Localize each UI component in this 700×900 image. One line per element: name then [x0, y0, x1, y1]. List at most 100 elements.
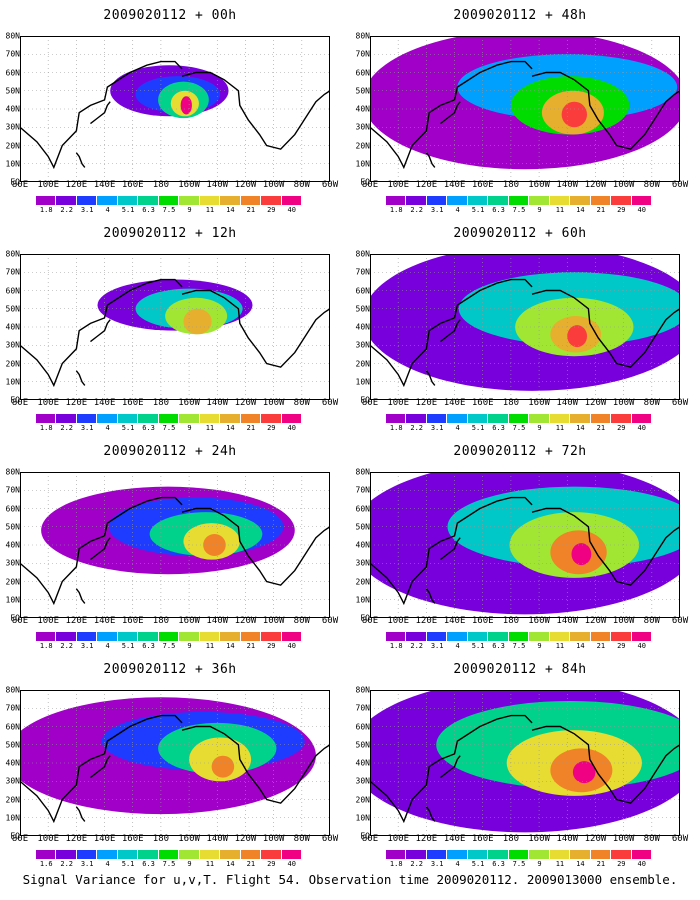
lon-tick-label: 140W: [206, 616, 229, 626]
lon-tick-label: 100W: [262, 834, 285, 844]
coastline: [181, 507, 330, 586]
longitude-axis: 80E 100E 120E 140E 160E 180 160W 140W 120W 100W 80…: [362, 398, 694, 410]
lat-tick-label: 50N: [5, 86, 20, 96]
legend-swatch: [138, 414, 159, 423]
figure-caption: Signal Variance for u,v,T. Flight 54. Ob…: [22, 872, 678, 887]
legend-swatch: [158, 632, 180, 641]
legend-level-label: 7.5: [162, 424, 176, 432]
lon-tick-label: 140W: [556, 180, 579, 190]
lon-tick-label: 180: [502, 398, 520, 408]
legend-swatch: [138, 196, 159, 205]
legend-swatch: [549, 196, 571, 205]
longitude-axis: 80E 100E 120E 140E 160E 180 160W 140W 120W 100W 80…: [362, 616, 694, 628]
legend-swatch: [281, 196, 303, 205]
legend-level-label: 7.5: [162, 206, 176, 214]
coastline: [75, 806, 86, 822]
legend-level-label: 14: [226, 206, 235, 214]
latitude-axis: EQ 10N 20N 30N 40N 50N 60N 70N 80N: [350, 249, 372, 405]
legend-level-label: 4: [105, 860, 110, 868]
lat-tick-label: EQ: [10, 177, 20, 187]
variance-contour: [180, 96, 192, 115]
lat-tick-label: 30N: [355, 558, 370, 568]
lon-tick-label: 60W: [671, 834, 689, 844]
legend-level-label: 40: [287, 642, 296, 650]
longitude-axis: 80E 100E 120E 140E 160E 180 160W 140W 120W 100W 80…: [12, 834, 344, 846]
legend-swatch: [529, 414, 550, 423]
longitude-axis: 80E 100E 120E 140E 160E 180 160W 140W 120W 100W 80…: [12, 398, 344, 410]
lon-tick-label: 140E: [93, 834, 116, 844]
lat-tick-label: 20N: [5, 141, 20, 150]
legend-level-label: 1.8: [39, 424, 53, 432]
legend-swatch: [76, 850, 98, 859]
legend-swatch: [199, 632, 221, 641]
legend-swatch: [426, 850, 448, 859]
lon-tick-label: 80W: [293, 616, 310, 626]
legend-level-label: 7.5: [512, 860, 526, 868]
lon-tick-label: 80E: [361, 834, 379, 844]
legend-swatch: [179, 196, 200, 205]
legend-level-label: 4: [455, 860, 460, 868]
legend-level-label: 14: [226, 424, 235, 432]
legend-swatch: [406, 196, 427, 205]
legend-level-label: 14: [576, 860, 585, 868]
lon-tick-label: 80E: [361, 180, 379, 190]
plot-frame: [370, 690, 680, 836]
lat-tick-label: 70N: [5, 703, 20, 713]
legend-swatch: [426, 632, 448, 641]
legend-swatch: [97, 632, 118, 641]
map-panel: 2009020112 + 72h EQ 10N 20N 30N 40N 50N 60N 70N 8…: [350, 436, 690, 656]
longitude-axis: 80E 100E 120E 140E 160E 180 160W 140W 120W 100W 80…: [12, 180, 344, 192]
legend-swatch: [447, 196, 468, 205]
lat-tick-label: 80N: [5, 31, 20, 41]
lon-tick-label: 140E: [93, 180, 116, 190]
legend-swatch: [76, 196, 98, 205]
legend-swatch: [549, 850, 571, 859]
legend-swatch: [447, 414, 468, 423]
legend-swatch: [117, 196, 139, 205]
legend-swatch: [97, 850, 118, 859]
legend-level-label: 11: [205, 642, 215, 650]
lat-tick-label: 60N: [5, 722, 20, 731]
legend-swatch: [179, 414, 200, 423]
variance-contour: [561, 101, 587, 128]
legend-swatch: [56, 632, 77, 641]
panel-title: 2009020112 + 72h: [453, 444, 587, 459]
legend-level-label: 14: [576, 642, 585, 650]
coastline: [90, 755, 111, 779]
longitude-axis: 80E 100E 120E 140E 160E 180 160W 140W 120W 100W 80…: [361, 180, 694, 192]
lon-tick-label: 160E: [121, 180, 144, 190]
legend-level-label: 5.1: [471, 642, 485, 650]
legend-swatch: [488, 196, 509, 205]
coastline: [370, 60, 533, 170]
lat-tick-label: 40N: [5, 104, 20, 114]
map-plot: [370, 36, 680, 182]
legend-level-label: 21: [596, 424, 606, 432]
color-legend: 1.8 2.2 3.1 4 5.1 6.3 7.5 9 11 14 21 29 40: [36, 196, 303, 216]
legend-swatch: [590, 850, 612, 859]
legend-swatch: [611, 196, 632, 205]
legend-swatch: [386, 632, 407, 641]
lon-tick-label: 60W: [671, 398, 689, 408]
legend-level-label: 2.2: [410, 642, 424, 650]
legend-swatch: [56, 850, 77, 859]
legend-level-label: 4: [455, 424, 460, 432]
legend-level-label: 5.1: [121, 424, 135, 432]
panel-title: 2009020112 + 24h: [103, 444, 237, 459]
coastline: [370, 714, 533, 824]
lon-tick-label: 80W: [643, 616, 660, 626]
lat-tick-label: 80N: [355, 249, 370, 259]
legend-level-label: 29: [267, 206, 276, 214]
color-legend: 1.6 2.2 3.1 4 5.1 6.3 7.5 9 11 14 21 29 40: [36, 850, 303, 870]
legend-swatch: [406, 632, 427, 641]
legend-swatch: [611, 632, 632, 641]
legend-swatch: [549, 414, 571, 423]
map-panel: 2009020112 + 84h EQ 10N 20N 30N 40N 50N 60N 70N 8…: [350, 654, 690, 874]
legend-swatch: [36, 414, 57, 423]
lat-tick-label: 20N: [5, 795, 20, 804]
lon-tick-label: 60W: [321, 834, 339, 844]
legend-level-label: 4: [455, 206, 460, 214]
legend-level-label: 21: [246, 642, 256, 650]
lon-tick-label: 140E: [443, 616, 466, 626]
legend-level-label: 6.3: [492, 860, 505, 868]
coastline: [90, 537, 111, 561]
